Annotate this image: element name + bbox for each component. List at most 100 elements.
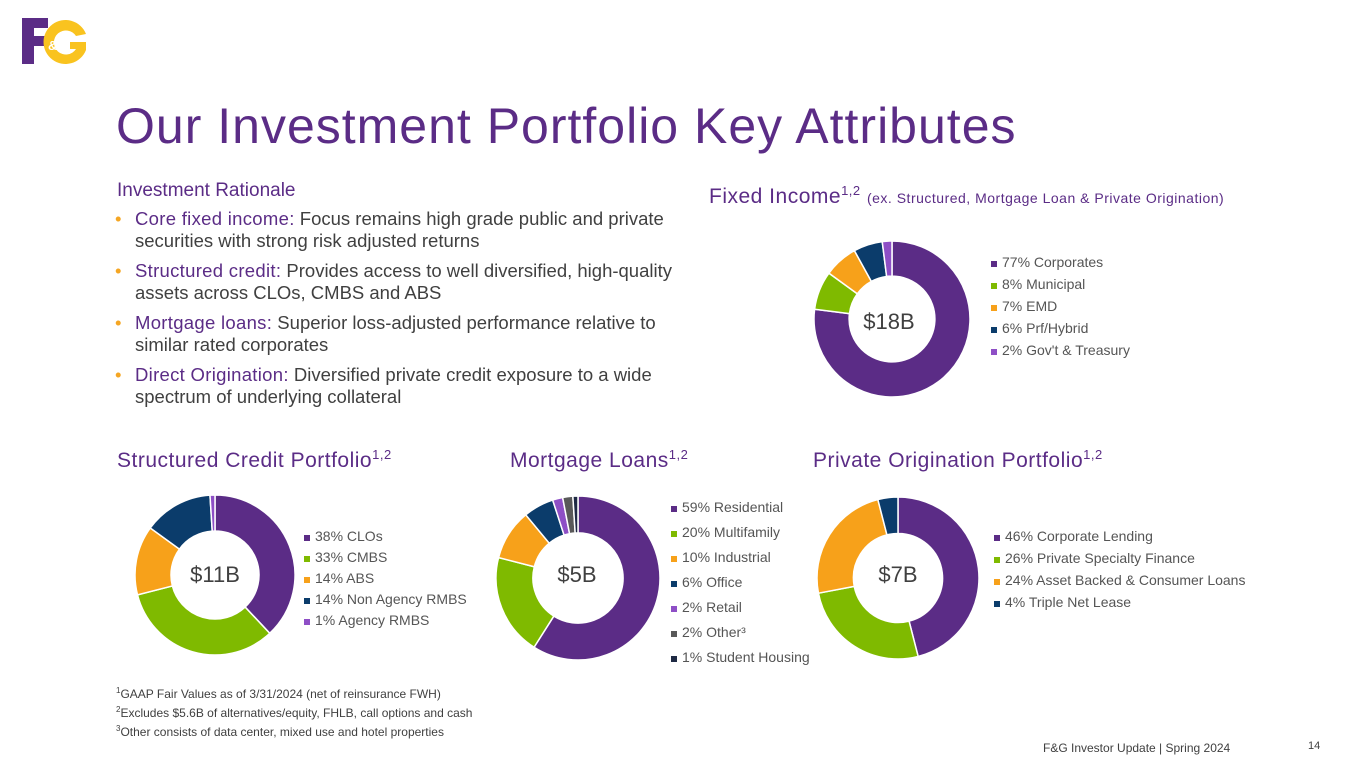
rationale-item: • Direct Origination: Diversified private… — [115, 364, 675, 408]
legend-swatch — [994, 579, 1000, 585]
structured-credit-legend-item-2: 14% ABS — [304, 570, 467, 591]
legend-label: 2% Retail — [682, 599, 742, 615]
legend-swatch — [304, 577, 310, 583]
footnote-text: Other consists of data center, mixed use… — [120, 725, 444, 739]
legend-swatch — [304, 535, 310, 541]
private-origination-legend-item-0: 46% Corporate Lending — [994, 528, 1245, 550]
structured-credit-slice-4 — [209, 494, 216, 532]
structured-credit-total: $11B — [190, 562, 240, 587]
rationale-text: Superior loss-adjusted performance relat… — [135, 312, 656, 355]
fixed-income-title: Fixed Income1,2 (ex. Structured, Mortgag… — [709, 183, 1224, 209]
structured-credit-title: Structured Credit Portfolio1,2 — [117, 447, 392, 473]
private-origination-title-text: Private Origination Portfolio — [813, 449, 1084, 472]
mortgage-loans-legend-item-4: 2% Retail — [671, 599, 810, 624]
private-origination-slice-3 — [876, 496, 899, 536]
bullet-marker: • — [115, 364, 122, 385]
mortgage-loans-slice-6 — [572, 495, 579, 534]
structured-credit-legend-item-0: 38% CLOs — [304, 528, 467, 549]
mortgage-loans-legend-item-0: 59% Residential — [671, 499, 810, 524]
footnote: 3Other consists of data center, mixed us… — [116, 721, 472, 740]
legend-label: 59% Residential — [682, 499, 784, 515]
page-number: 14 — [1308, 740, 1321, 752]
fixed-income-legend-item-0: 77% Corporates — [991, 254, 1130, 276]
rationale-heading: Investment Rationale — [117, 180, 296, 201]
legend-label: 1% Agency RMBS — [315, 612, 430, 628]
footnote-number: 2 — [116, 705, 121, 714]
fixed-income-legend-item-1: 8% Municipal — [991, 276, 1130, 298]
mortgage-loans-title-text: Mortgage Loans — [510, 449, 669, 472]
logo-ampersand: & — [48, 38, 57, 53]
footnote-number: 1 — [116, 686, 121, 695]
fixed-income-donut — [813, 240, 971, 398]
legend-label: 46% Corporate Lending — [1005, 528, 1153, 544]
fixed-income-legend-item-3: 6% Prf/Hybrid — [991, 320, 1130, 342]
legend-swatch — [671, 556, 677, 562]
legend-label: 33% CMBS — [315, 549, 388, 565]
fixed-income-total: $18B — [863, 309, 915, 334]
mortgage-loans-legend-item-1: 20% Multifamily — [671, 524, 810, 549]
rationale-lead: Mortgage loans: — [135, 312, 273, 333]
private-origination-donut — [816, 496, 980, 660]
legend-swatch — [991, 327, 997, 333]
private-origination-legend-item-1: 26% Private Specialty Finance — [994, 550, 1245, 572]
legend-swatch — [304, 598, 310, 604]
fixed-income-slice-0 — [813, 240, 971, 398]
legend-swatch — [671, 656, 677, 662]
legend-swatch — [991, 261, 997, 267]
private-origination-title: Private Origination Portfolio1,2 — [813, 447, 1103, 473]
legend-label: 38% CLOs — [315, 528, 383, 544]
legend-swatch — [304, 556, 310, 562]
legend-swatch — [994, 535, 1000, 541]
mortgage-loans-legend-item-5: 2% Other³ — [671, 624, 810, 649]
legend-label: 4% Triple Net Lease — [1005, 594, 1132, 610]
rationale-lead: Direct Origination: — [135, 364, 289, 385]
legend-label: 7% EMD — [1002, 298, 1058, 314]
page-title: Our Investment Portfolio Key Attributes — [116, 98, 1017, 154]
legend-label: 77% Corporates — [1002, 254, 1104, 270]
legend-label: 14% Non Agency RMBS — [315, 591, 467, 607]
rationale-item: • Core fixed income: Focus remains high g… — [115, 208, 675, 252]
fixed-income-legend-item-2: 7% EMD — [991, 298, 1130, 320]
legend-label: 2% Other³ — [682, 624, 746, 640]
bullet-marker: • — [115, 208, 122, 229]
structured-credit-slice-0 — [214, 494, 296, 635]
bullet-marker: • — [115, 312, 122, 333]
fg-logo: & — [22, 18, 86, 65]
legend-label: 6% Prf/Hybrid — [1002, 320, 1089, 336]
bullet-marker: • — [115, 260, 122, 281]
rationale-text: Provides access to well diversified, hig… — [135, 260, 672, 303]
fixed-income-title-note: (ex. Structured, Mortgage Loan & Private… — [866, 190, 1225, 206]
rationale-text: Diversified private credit exposure to a… — [135, 364, 652, 407]
structured-credit-legend-item-4: 1% Agency RMBS — [304, 612, 467, 633]
private-origination-title-sup: 1,2 — [1083, 447, 1103, 462]
legend-swatch — [991, 283, 997, 289]
mortgage-loans-legend-item-2: 10% Industrial — [671, 549, 810, 574]
private-origination-legend: 46% Corporate Lending 26% Private Special… — [994, 528, 1245, 616]
private-origination-slice-1 — [817, 585, 920, 660]
rationale-lead: Structured credit: — [135, 260, 282, 281]
legend-label: 26% Private Specialty Finance — [1005, 550, 1195, 566]
structured-credit-slice-1 — [136, 585, 271, 656]
structured-credit-legend-item-1: 33% CMBS — [304, 549, 467, 570]
legend-swatch — [991, 349, 997, 355]
legend-swatch — [991, 305, 997, 311]
mortgage-loans-total: $5B — [557, 562, 597, 587]
legend-swatch — [994, 601, 1000, 607]
mortgage-loans-donut — [495, 495, 661, 661]
private-origination-legend-item-2: 24% Asset Backed & Consumer Loans — [994, 572, 1245, 594]
footnote: 2Excludes $5.6B of alternatives/equity, … — [116, 702, 472, 721]
legend-swatch — [304, 619, 310, 625]
legend-swatch — [671, 531, 677, 537]
rationale-list: • Core fixed income: Focus remains high g… — [115, 208, 675, 416]
structured-credit-title-text: Structured Credit Portfolio — [117, 449, 373, 472]
legend-label: 6% Office — [682, 574, 743, 590]
fixed-income-slice-4 — [881, 240, 893, 278]
legend-label: 10% Industrial — [682, 549, 771, 565]
mortgage-loans-title: Mortgage Loans1,2 — [510, 447, 688, 473]
footnote: 1GAAP Fair Values as of 3/31/2024 (net o… — [116, 683, 472, 702]
legend-label: 8% Municipal — [1002, 276, 1086, 292]
mortgage-loans-slice-0 — [533, 495, 661, 661]
legend-label: 1% Student Housing — [682, 649, 810, 665]
legend-label: 14% ABS — [315, 570, 375, 586]
legend-label: 24% Asset Backed & Consumer Loans — [1005, 572, 1246, 588]
